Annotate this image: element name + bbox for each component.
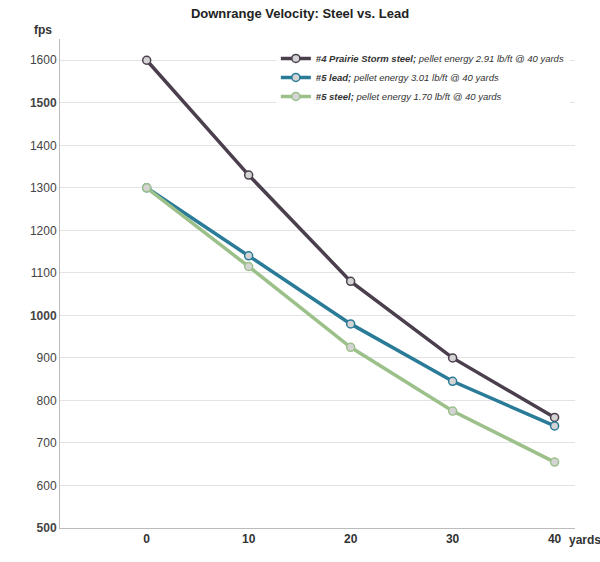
svg-text:900: 900	[37, 351, 57, 365]
svg-text:700: 700	[37, 436, 57, 450]
svg-text:1000: 1000	[30, 309, 57, 323]
svg-text:800: 800	[37, 394, 57, 408]
svg-text:1400: 1400	[30, 139, 57, 153]
svg-text:500: 500	[37, 521, 57, 535]
svg-text:1100: 1100	[31, 266, 57, 280]
svg-text:#5 steel; pellet energy 1.70 l: #5 steel; pellet energy 1.70 lb/ft @ 40 …	[316, 91, 502, 102]
svg-text:1300: 1300	[30, 181, 57, 195]
svg-text:600: 600	[37, 479, 57, 493]
svg-text:Downrange Velocity: Steel vs.: Downrange Velocity: Steel vs. Lead	[191, 6, 409, 21]
svg-text:#4 Prairie Storm steel; pellet: #4 Prairie Storm steel; pellet energy 2.…	[316, 53, 564, 64]
svg-text:1600: 1600	[30, 53, 57, 67]
svg-text:yards: yards	[569, 533, 600, 547]
svg-text:20: 20	[344, 532, 358, 546]
svg-text:40: 40	[548, 532, 562, 546]
svg-text:1200: 1200	[30, 224, 57, 238]
svg-text:10: 10	[242, 532, 256, 546]
svg-text:30: 30	[446, 532, 460, 546]
svg-text:0: 0	[143, 532, 150, 546]
svg-text:#5 lead; pellet energy 3.01 lb: #5 lead; pellet energy 3.01 lb/ft @ 40 y…	[316, 72, 499, 83]
svg-text:fps: fps	[34, 23, 52, 37]
svg-text:1500: 1500	[30, 96, 57, 110]
